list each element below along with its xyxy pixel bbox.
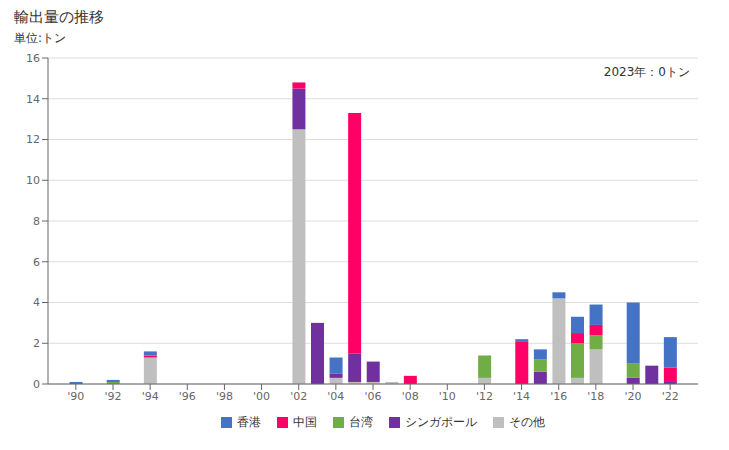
svg-text:'22: '22 — [662, 390, 679, 403]
html-text:台湾: 台湾 — [349, 415, 373, 429]
html-text:輸出量の推移: 輸出量の推移 — [14, 8, 104, 26]
svg-text:'10: '10 — [439, 390, 456, 403]
svg-text:8: 8 — [33, 215, 40, 228]
svg-text:'98: '98 — [216, 390, 233, 403]
svg-text:6: 6 — [33, 256, 40, 269]
svg-text:'20: '20 — [624, 390, 641, 403]
svg-text:'90: '90 — [67, 390, 84, 403]
svg-text:10: 10 — [26, 174, 40, 187]
svg-text:0: 0 — [33, 378, 40, 391]
html-text:香港: 香港 — [237, 415, 261, 429]
svg-text:'16: '16 — [550, 390, 567, 403]
svg-text:2: 2 — [33, 337, 40, 350]
html-text:単位:トン: 単位:トン — [14, 31, 66, 45]
html-text:その他: その他 — [509, 415, 545, 429]
svg-text:4: 4 — [33, 296, 40, 309]
svg-text:'92: '92 — [104, 390, 121, 403]
html-text:中国: 中国 — [293, 415, 317, 429]
svg-text:'02: '02 — [290, 390, 307, 403]
svg-text:'12: '12 — [476, 390, 493, 403]
svg-text:'00: '00 — [253, 390, 270, 403]
svg-text:'08: '08 — [402, 390, 419, 403]
svg-text:'96: '96 — [179, 390, 196, 403]
html-text:シンガポール: シンガポール — [405, 415, 477, 429]
svg-text:'94: '94 — [142, 390, 159, 403]
svg-text:16: 16 — [26, 52, 40, 65]
svg-text:'14: '14 — [513, 390, 530, 403]
svg-text:14: 14 — [26, 93, 40, 106]
svg-text:'04: '04 — [327, 390, 344, 403]
svg-text:'18: '18 — [587, 390, 604, 403]
svg-text:'06: '06 — [364, 390, 381, 403]
html-text:2023年：0トン: 2023年：0トン — [603, 65, 690, 79]
svg-text:12: 12 — [26, 133, 40, 146]
